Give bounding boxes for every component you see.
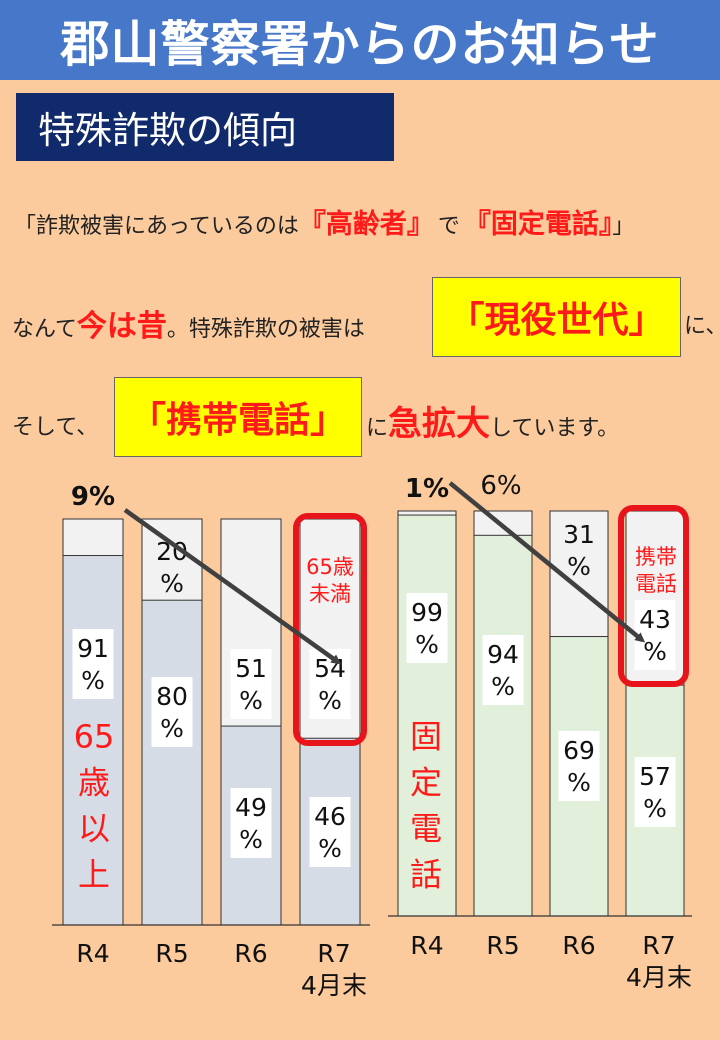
text-line-3: に急拡大しています。 xyxy=(366,396,619,445)
chart0-bottom-value-2: 49% xyxy=(235,793,267,854)
chart1-bottom-value-3-bg xyxy=(634,757,676,827)
chart1-bottom-value-2: 69% xyxy=(563,736,595,797)
header-banner: 郡山警察署からのお知らせ xyxy=(0,0,720,80)
line3-rapid-expansion: 急拡大 xyxy=(388,404,491,444)
chart1-highlight-box xyxy=(618,505,689,687)
page-title: 郡山警察署からのお知らせ xyxy=(60,15,660,73)
line3-prefix: そして、 xyxy=(12,409,98,441)
chart0-bottom-value-0: 91% xyxy=(77,634,109,695)
chart0-top-series-label: 65歳未満 xyxy=(306,555,354,606)
chart0-bottom-series-label: 65 歳以上 xyxy=(74,718,115,894)
line3-part4: しています。 xyxy=(490,416,620,441)
chart0-bar-bottom-1 xyxy=(141,599,203,926)
chart0-bottom-value-1: 80% xyxy=(156,682,188,743)
line2-now-past: 今は昔 xyxy=(76,309,167,344)
chart1-category-label-3: R7 4月末 xyxy=(626,931,692,992)
chart1-top-series-label: 携帯電話 xyxy=(635,545,677,596)
line3-part2: に xyxy=(366,416,389,441)
line1-part5: 」 xyxy=(612,214,635,239)
chart0-bottom-value-1-bg xyxy=(151,677,193,747)
chart1-bar-bottom-0 xyxy=(397,514,457,917)
line1-part3: で xyxy=(437,214,460,239)
highlight-mobile-phone: 「携帯電話」 xyxy=(114,377,362,457)
chart0-top-value-2: 51% xyxy=(235,654,267,715)
chart1-bottom-value-0: 99% xyxy=(411,598,443,659)
section-title: 特殊詐欺の傾向 xyxy=(38,109,297,152)
chart0-trend-arrow xyxy=(123,508,342,665)
chart0-category-label-2: R6 xyxy=(234,939,267,968)
chart1-top-value-0: 1% xyxy=(405,474,449,504)
text-line-1: 「詐欺被害にあっているのは『高齢者』で『固定電話』」 xyxy=(14,202,634,241)
chart0-bottom-value-2-bg xyxy=(230,788,272,858)
chart1-category-label-0: R4 xyxy=(410,931,443,960)
line2-part3: 。特殊詐欺の被害は xyxy=(166,317,365,342)
chart1-bottom-value-2-bg xyxy=(558,731,600,801)
chart1-bottom-value-3: 57% xyxy=(639,762,671,823)
chart1-bottom-value-1: 94% xyxy=(487,640,519,701)
line1-part1: 「詐欺被害にあっているのは xyxy=(14,214,299,239)
chart1-bottom-value-0-bg xyxy=(406,593,448,663)
chart1-trend-arrow xyxy=(448,481,646,643)
chart1-bottom-value-1-bg xyxy=(482,635,524,705)
chart1-category-label-2: R6 xyxy=(562,931,595,960)
highlight-working-generation: 「現役世代」 xyxy=(432,277,681,357)
chart0-bottom-value-0-bg xyxy=(72,629,114,699)
subtitle-banner: 特殊詐欺の傾向 xyxy=(16,93,394,161)
chart1-top-value-2: 31% xyxy=(563,520,595,581)
text-line-2: なんて今は昔。特殊詐欺の被害は xyxy=(12,301,365,345)
line1-elderly: 『高齢者』 xyxy=(298,209,434,240)
line2-part4: に、 xyxy=(684,314,720,339)
chart1-bar-bottom-1 xyxy=(473,534,533,917)
chart1-top-value-3: 43% xyxy=(639,605,671,666)
line1-landline: 『固定電話』 xyxy=(463,209,613,240)
chart0-bottom-value-3: 46% xyxy=(314,802,346,863)
chart0-category-label-3: R7 4月末 xyxy=(301,939,367,1000)
mobile-phone-label: 「携帯電話」 xyxy=(129,400,346,441)
chart0-category-label-1: R5 xyxy=(155,939,188,968)
line2-part1: なんて xyxy=(12,317,77,342)
chart0-top-value-3-bg xyxy=(309,649,351,719)
chart0-top-value-2-bg xyxy=(230,649,272,719)
chart0-bottom-value-3-bg xyxy=(309,797,351,867)
chart1-bottom-series-label: 固定電話 xyxy=(410,718,442,894)
line3-part1: そして、 xyxy=(12,415,99,440)
working-generation-label: 「現役世代」 xyxy=(448,300,665,341)
chart0-top-value-0: 9% xyxy=(71,482,115,512)
chart1-category-label-1: R5 xyxy=(486,931,519,960)
line2-suffix: に、 xyxy=(684,308,720,340)
chart0-category-label-0: R4 xyxy=(76,939,109,968)
chart1-top-value-1: 6% xyxy=(480,471,521,501)
